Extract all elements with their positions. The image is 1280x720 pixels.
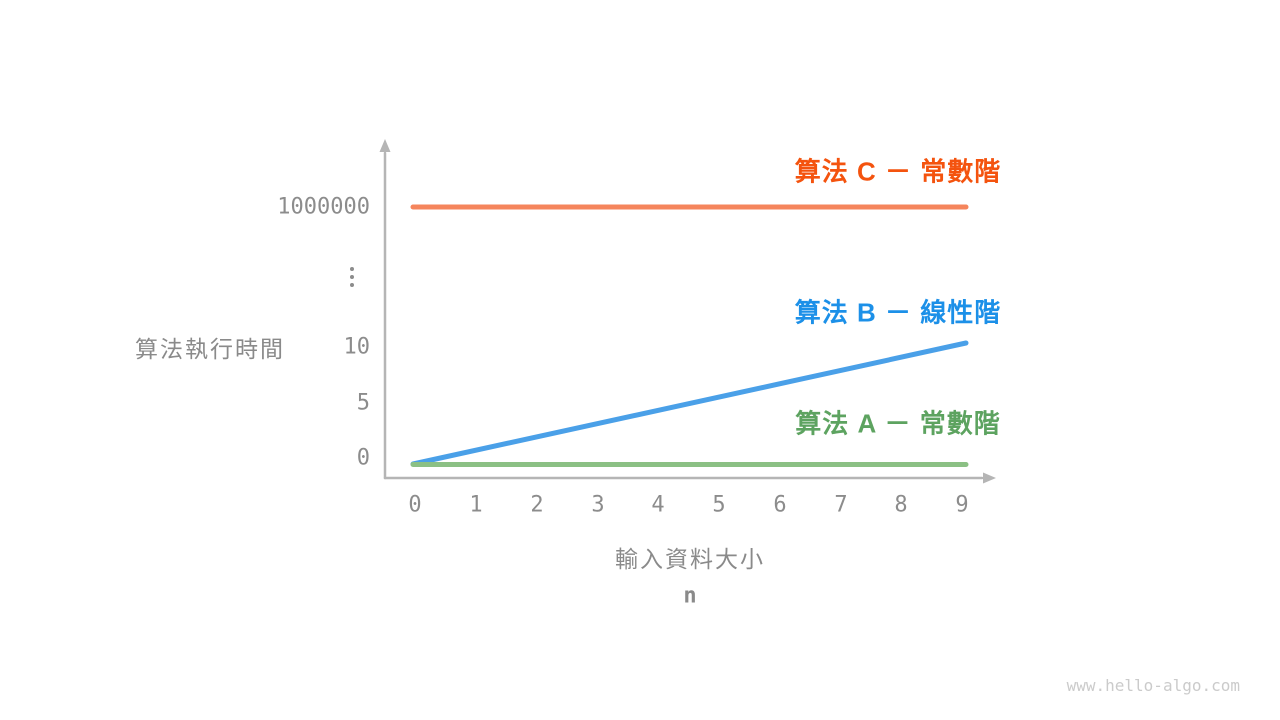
ellipsis-dot xyxy=(350,267,354,271)
x-axis-variable-label: n xyxy=(683,583,697,609)
ellipsis-dot xyxy=(350,275,354,279)
x-axis-title: 輸入資料大小 xyxy=(615,546,765,572)
y-tick-label: 10 xyxy=(343,334,371,360)
x-tick-label: 4 xyxy=(651,492,665,518)
x-tick-label: 2 xyxy=(530,492,544,518)
x-axis-arrow-icon xyxy=(983,472,996,484)
y-axis-title: 算法執行時間 xyxy=(135,336,285,362)
ellipsis-dot xyxy=(350,283,354,287)
watermark-url: www.hello-algo.com xyxy=(1066,676,1240,695)
x-tick-label: 6 xyxy=(773,492,787,518)
vertical-ellipsis-icon xyxy=(350,267,354,287)
x-tick-label: 7 xyxy=(834,492,848,518)
series-label-algorithm-b: 算法 B － 線性階 xyxy=(794,297,1002,328)
series-label-algorithm-c: 算法 C － 常數階 xyxy=(794,156,1002,187)
x-tick-label: 3 xyxy=(591,492,605,518)
x-tick-label: 9 xyxy=(955,492,969,518)
series-line-algorithm-b xyxy=(410,340,969,467)
y-tick-label: 1000000 xyxy=(277,194,370,220)
x-tick-label: 5 xyxy=(712,492,726,518)
y-tick-label: 0 xyxy=(356,445,370,471)
x-tick-label: 8 xyxy=(894,492,908,518)
y-axis-arrow-icon xyxy=(379,139,391,152)
x-tick-label: 1 xyxy=(469,492,483,518)
x-tick-label: 0 xyxy=(408,492,422,518)
y-tick-label: 5 xyxy=(356,390,370,416)
series-label-algorithm-a: 算法 A － 常數階 xyxy=(795,408,1001,439)
